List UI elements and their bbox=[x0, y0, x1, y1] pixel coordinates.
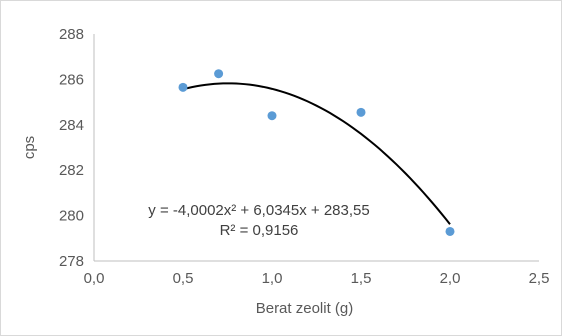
y-tick-label: 286 bbox=[59, 71, 84, 88]
x-tick-label: 0,5 bbox=[173, 270, 194, 287]
x-tick-label: 1,0 bbox=[262, 270, 283, 287]
x-axis-title: Berat zeolit (g) bbox=[256, 300, 354, 317]
x-tick-label: 2,0 bbox=[440, 270, 461, 287]
r-squared-label: R² = 0,9156 bbox=[220, 222, 299, 239]
polynomial-trendline bbox=[182, 82, 451, 225]
y-tick-label: 278 bbox=[59, 253, 84, 270]
y-tick-label: 288 bbox=[59, 26, 84, 43]
data-point bbox=[356, 107, 366, 117]
y-tick-label: 282 bbox=[59, 162, 84, 179]
data-point bbox=[178, 82, 188, 92]
y-axis-title: cps bbox=[21, 136, 38, 159]
data-point bbox=[267, 111, 277, 121]
x-tick-label: 2,5 bbox=[529, 270, 550, 287]
data-point bbox=[214, 69, 224, 79]
x-tick-label: 1,5 bbox=[351, 270, 372, 287]
y-tick-labels: 278 280 282 284 286 288 bbox=[59, 26, 84, 270]
x-tick-labels: 0,0 0,5 1,0 1,5 2,0 2,5 bbox=[84, 270, 550, 287]
y-tick-label: 284 bbox=[59, 117, 84, 134]
x-tick-label: 0,0 bbox=[84, 270, 105, 287]
data-points bbox=[178, 69, 455, 236]
trendline-equation: y = -4,0002x² + 6,0345x + 283,55 bbox=[148, 202, 369, 219]
data-point bbox=[445, 226, 455, 236]
y-tick-label: 280 bbox=[59, 208, 84, 225]
